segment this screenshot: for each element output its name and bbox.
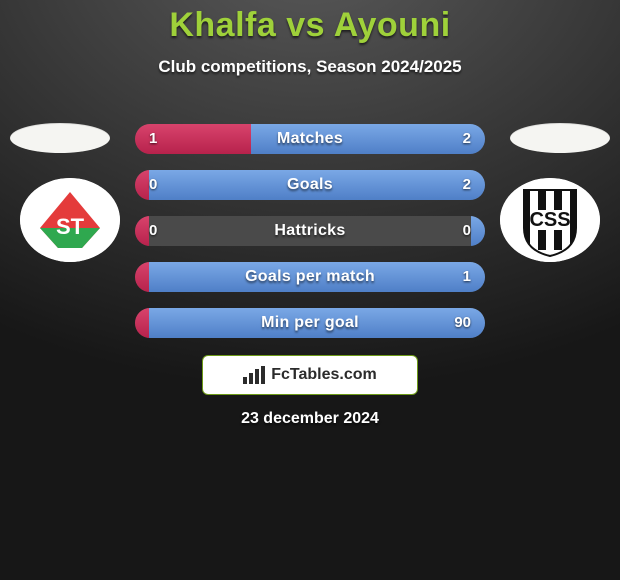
stat-fill-left xyxy=(135,170,149,200)
stat-value-right: 2 xyxy=(463,124,471,154)
stat-value-right: 2 xyxy=(463,170,471,200)
stat-fill-right xyxy=(471,216,485,246)
snapshot-date: 23 december 2024 xyxy=(0,410,620,428)
brand-text: FcTables.com xyxy=(271,366,377,384)
stat-fill-right xyxy=(251,124,486,154)
stat-row-min-per-goal: 90Min per goal xyxy=(135,308,485,338)
svg-text:CSS: CSS xyxy=(529,209,570,231)
stat-row-goals-per-match: 1Goals per match xyxy=(135,262,485,292)
player-right-ellipse xyxy=(510,123,610,153)
stat-fill-right xyxy=(149,262,485,292)
stat-value-left: 1 xyxy=(149,124,157,154)
club-badge-left-svg: ST xyxy=(20,178,120,262)
page-subtitle: Club competitions, Season 2024/2025 xyxy=(0,57,620,77)
stat-label: Hattricks xyxy=(135,216,485,246)
svg-text:ST: ST xyxy=(56,214,85,239)
brand-suffix: .com xyxy=(339,366,376,383)
stat-fill-left xyxy=(135,262,149,292)
stat-row-matches: 12Matches xyxy=(135,124,485,154)
brand-footer[interactable]: FcTables.com xyxy=(202,355,418,395)
player-left-ellipse xyxy=(10,123,110,153)
stat-value-left: 0 xyxy=(149,170,157,200)
stat-fill-right xyxy=(149,170,485,200)
brand-prefix: Fc xyxy=(271,366,290,383)
club-badge-right: CSS xyxy=(500,178,600,262)
brand-main: Tables xyxy=(290,366,340,383)
stat-value-right: 90 xyxy=(454,308,471,338)
stat-value-left: 0 xyxy=(149,216,157,246)
club-badge-left: ST xyxy=(20,178,120,262)
stats-panel: 12Matches02Goals00Hattricks1Goals per ma… xyxy=(135,124,485,354)
stat-value-right: 1 xyxy=(463,262,471,292)
stat-fill-left xyxy=(135,216,149,246)
stat-fill-right xyxy=(149,308,485,338)
club-badge-right-svg: CSS xyxy=(500,178,600,262)
bar-chart-icon xyxy=(243,366,265,384)
stat-row-goals: 02Goals xyxy=(135,170,485,200)
infographic: Khalfa vs Ayouni Club competitions, Seas… xyxy=(0,0,620,77)
stat-fill-left xyxy=(135,308,149,338)
page-title: Khalfa vs Ayouni xyxy=(0,0,620,45)
stat-value-right: 0 xyxy=(463,216,471,246)
stat-row-hattricks: 0 0Hattricks xyxy=(135,216,485,246)
